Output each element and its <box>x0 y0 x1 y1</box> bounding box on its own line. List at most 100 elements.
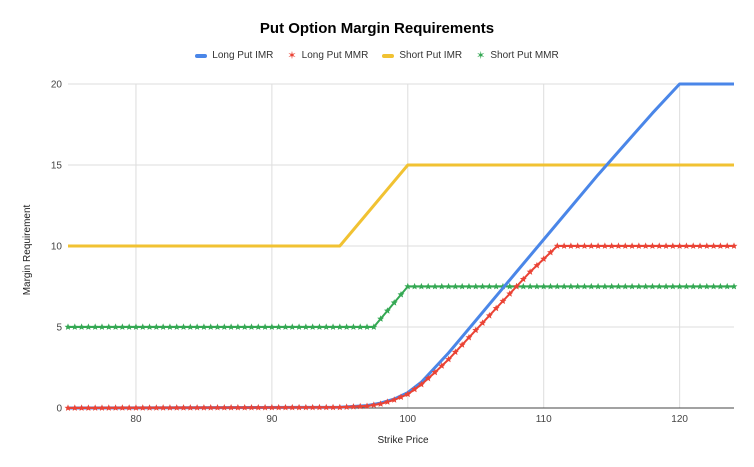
x-tick-label: 120 <box>671 414 688 425</box>
data-point-short-put-mmr <box>316 323 323 330</box>
data-point-short-put-mmr <box>621 282 629 290</box>
data-point-short-put-mmr <box>492 282 500 290</box>
series-layer <box>64 82 738 411</box>
data-point-long-put-mmr <box>506 290 514 297</box>
series-short-put-mmr <box>64 282 738 330</box>
legend-item-long-put-mmr[interactable]: ✶ Long Put MMR <box>287 50 368 61</box>
data-point-short-put-mmr <box>248 323 255 330</box>
data-point-short-put-mmr <box>703 282 711 290</box>
data-point-short-put-mmr <box>241 323 249 330</box>
data-point-short-put-mmr <box>84 323 92 330</box>
data-point-short-put-mmr <box>207 323 215 330</box>
data-point-long-put-mmr <box>309 403 317 411</box>
data-point-long-put-mmr <box>200 404 208 411</box>
data-point-long-put-mmr <box>417 380 425 388</box>
y-tick-label: 5 <box>56 323 62 334</box>
data-point-short-put-mmr <box>64 323 72 330</box>
x-tick-label: 110 <box>536 414 552 425</box>
data-point-long-put-mmr <box>248 403 255 411</box>
data-point-short-put-mmr <box>390 299 398 306</box>
data-point-long-put-mmr <box>716 242 724 249</box>
data-point-short-put-mmr <box>587 282 595 290</box>
data-point-short-put-mmr <box>220 323 228 330</box>
data-point-short-put-mmr <box>329 323 337 330</box>
data-point-short-put-mmr <box>723 282 731 290</box>
legend-swatch-short-put-imr <box>382 53 395 58</box>
data-point-short-put-mmr <box>234 323 242 330</box>
data-point-long-put-mmr <box>560 242 568 249</box>
data-point-long-put-mmr <box>465 333 473 341</box>
data-point-short-put-mmr <box>526 282 534 290</box>
data-point-long-put-mmr <box>186 404 194 411</box>
data-point-short-put-mmr <box>71 323 79 330</box>
data-point-long-put-mmr <box>642 242 650 249</box>
data-point-long-put-mmr <box>689 242 697 249</box>
y-tick-label: 15 <box>51 161 63 172</box>
legend-item-long-put-imr[interactable]: Long Put IMR <box>195 50 273 61</box>
data-point-long-put-mmr <box>547 248 554 256</box>
data-point-short-put-mmr <box>159 323 167 330</box>
data-point-long-put-mmr <box>710 242 718 249</box>
data-point-short-put-mmr <box>336 323 344 330</box>
data-point-short-put-mmr <box>716 282 724 290</box>
data-point-short-put-mmr <box>635 282 643 290</box>
data-point-short-put-mmr <box>479 282 486 290</box>
data-point-short-put-mmr <box>200 323 208 330</box>
data-point-long-put-mmr <box>275 403 283 411</box>
data-point-short-put-mmr <box>350 323 357 330</box>
data-point-long-put-mmr <box>499 297 507 304</box>
data-point-long-put-mmr <box>152 404 160 411</box>
data-point-short-put-mmr <box>417 282 425 290</box>
data-point-long-put-mmr <box>594 242 602 249</box>
data-point-long-put-mmr <box>383 398 391 405</box>
data-point-short-put-mmr <box>485 282 493 290</box>
series-short-put-imr <box>68 163 734 248</box>
data-point-long-put-mmr <box>587 242 595 249</box>
data-point-short-put-mmr <box>642 282 650 290</box>
legend-item-short-put-imr[interactable]: Short Put IMR <box>382 50 462 61</box>
data-point-short-put-mmr <box>465 282 473 290</box>
x-tick-label: 80 <box>130 414 142 425</box>
data-point-short-put-mmr <box>533 282 541 290</box>
data-point-long-put-mmr <box>214 404 221 411</box>
data-point-short-put-mmr <box>146 323 153 330</box>
data-point-long-put-mmr <box>350 403 357 410</box>
x-tick-label: 90 <box>266 414 278 425</box>
data-point-short-put-mmr <box>180 323 187 330</box>
data-point-long-put-mmr <box>438 362 446 369</box>
data-point-short-put-mmr <box>519 282 527 290</box>
data-point-short-put-mmr <box>105 323 113 330</box>
data-point-short-put-mmr <box>438 282 446 290</box>
data-point-long-put-mmr <box>683 242 690 249</box>
data-point-long-put-mmr <box>513 282 520 290</box>
data-point-short-put-mmr <box>112 323 119 330</box>
data-point-long-put-mmr <box>649 242 656 249</box>
data-point-long-put-mmr <box>526 268 534 275</box>
data-point-short-put-mmr <box>730 282 738 290</box>
data-point-short-put-mmr <box>125 323 133 330</box>
data-point-long-put-mmr <box>628 242 636 249</box>
data-point-long-put-mmr <box>608 242 616 249</box>
data-point-short-put-mmr <box>676 282 684 290</box>
data-point-short-put-mmr <box>166 323 174 330</box>
data-point-long-put-mmr <box>635 242 643 249</box>
data-point-short-put-mmr <box>91 323 99 330</box>
data-point-long-put-mmr <box>234 404 242 411</box>
data-point-long-put-mmr <box>703 242 711 249</box>
legend-item-short-put-mmr[interactable]: ✶ Short Put MMR <box>476 50 559 61</box>
data-point-long-put-mmr <box>621 242 629 249</box>
data-point-short-put-mmr <box>431 282 439 290</box>
legend: Long Put IMR ✶ Long Put MMR Short Put IM… <box>0 50 754 61</box>
data-point-short-put-mmr <box>655 282 663 290</box>
data-point-long-put-mmr <box>125 404 133 411</box>
data-point-short-put-mmr <box>689 282 697 290</box>
data-point-short-put-mmr <box>451 282 459 290</box>
data-point-long-put-mmr <box>322 403 330 411</box>
data-point-long-put-mmr <box>485 312 493 319</box>
data-point-short-put-mmr <box>152 323 160 330</box>
data-point-short-put-mmr <box>288 323 296 330</box>
data-point-long-put-mmr <box>533 261 541 269</box>
data-point-long-put-mmr <box>519 275 527 283</box>
data-point-long-put-mmr <box>424 374 432 382</box>
data-point-long-put-mmr <box>472 326 480 334</box>
